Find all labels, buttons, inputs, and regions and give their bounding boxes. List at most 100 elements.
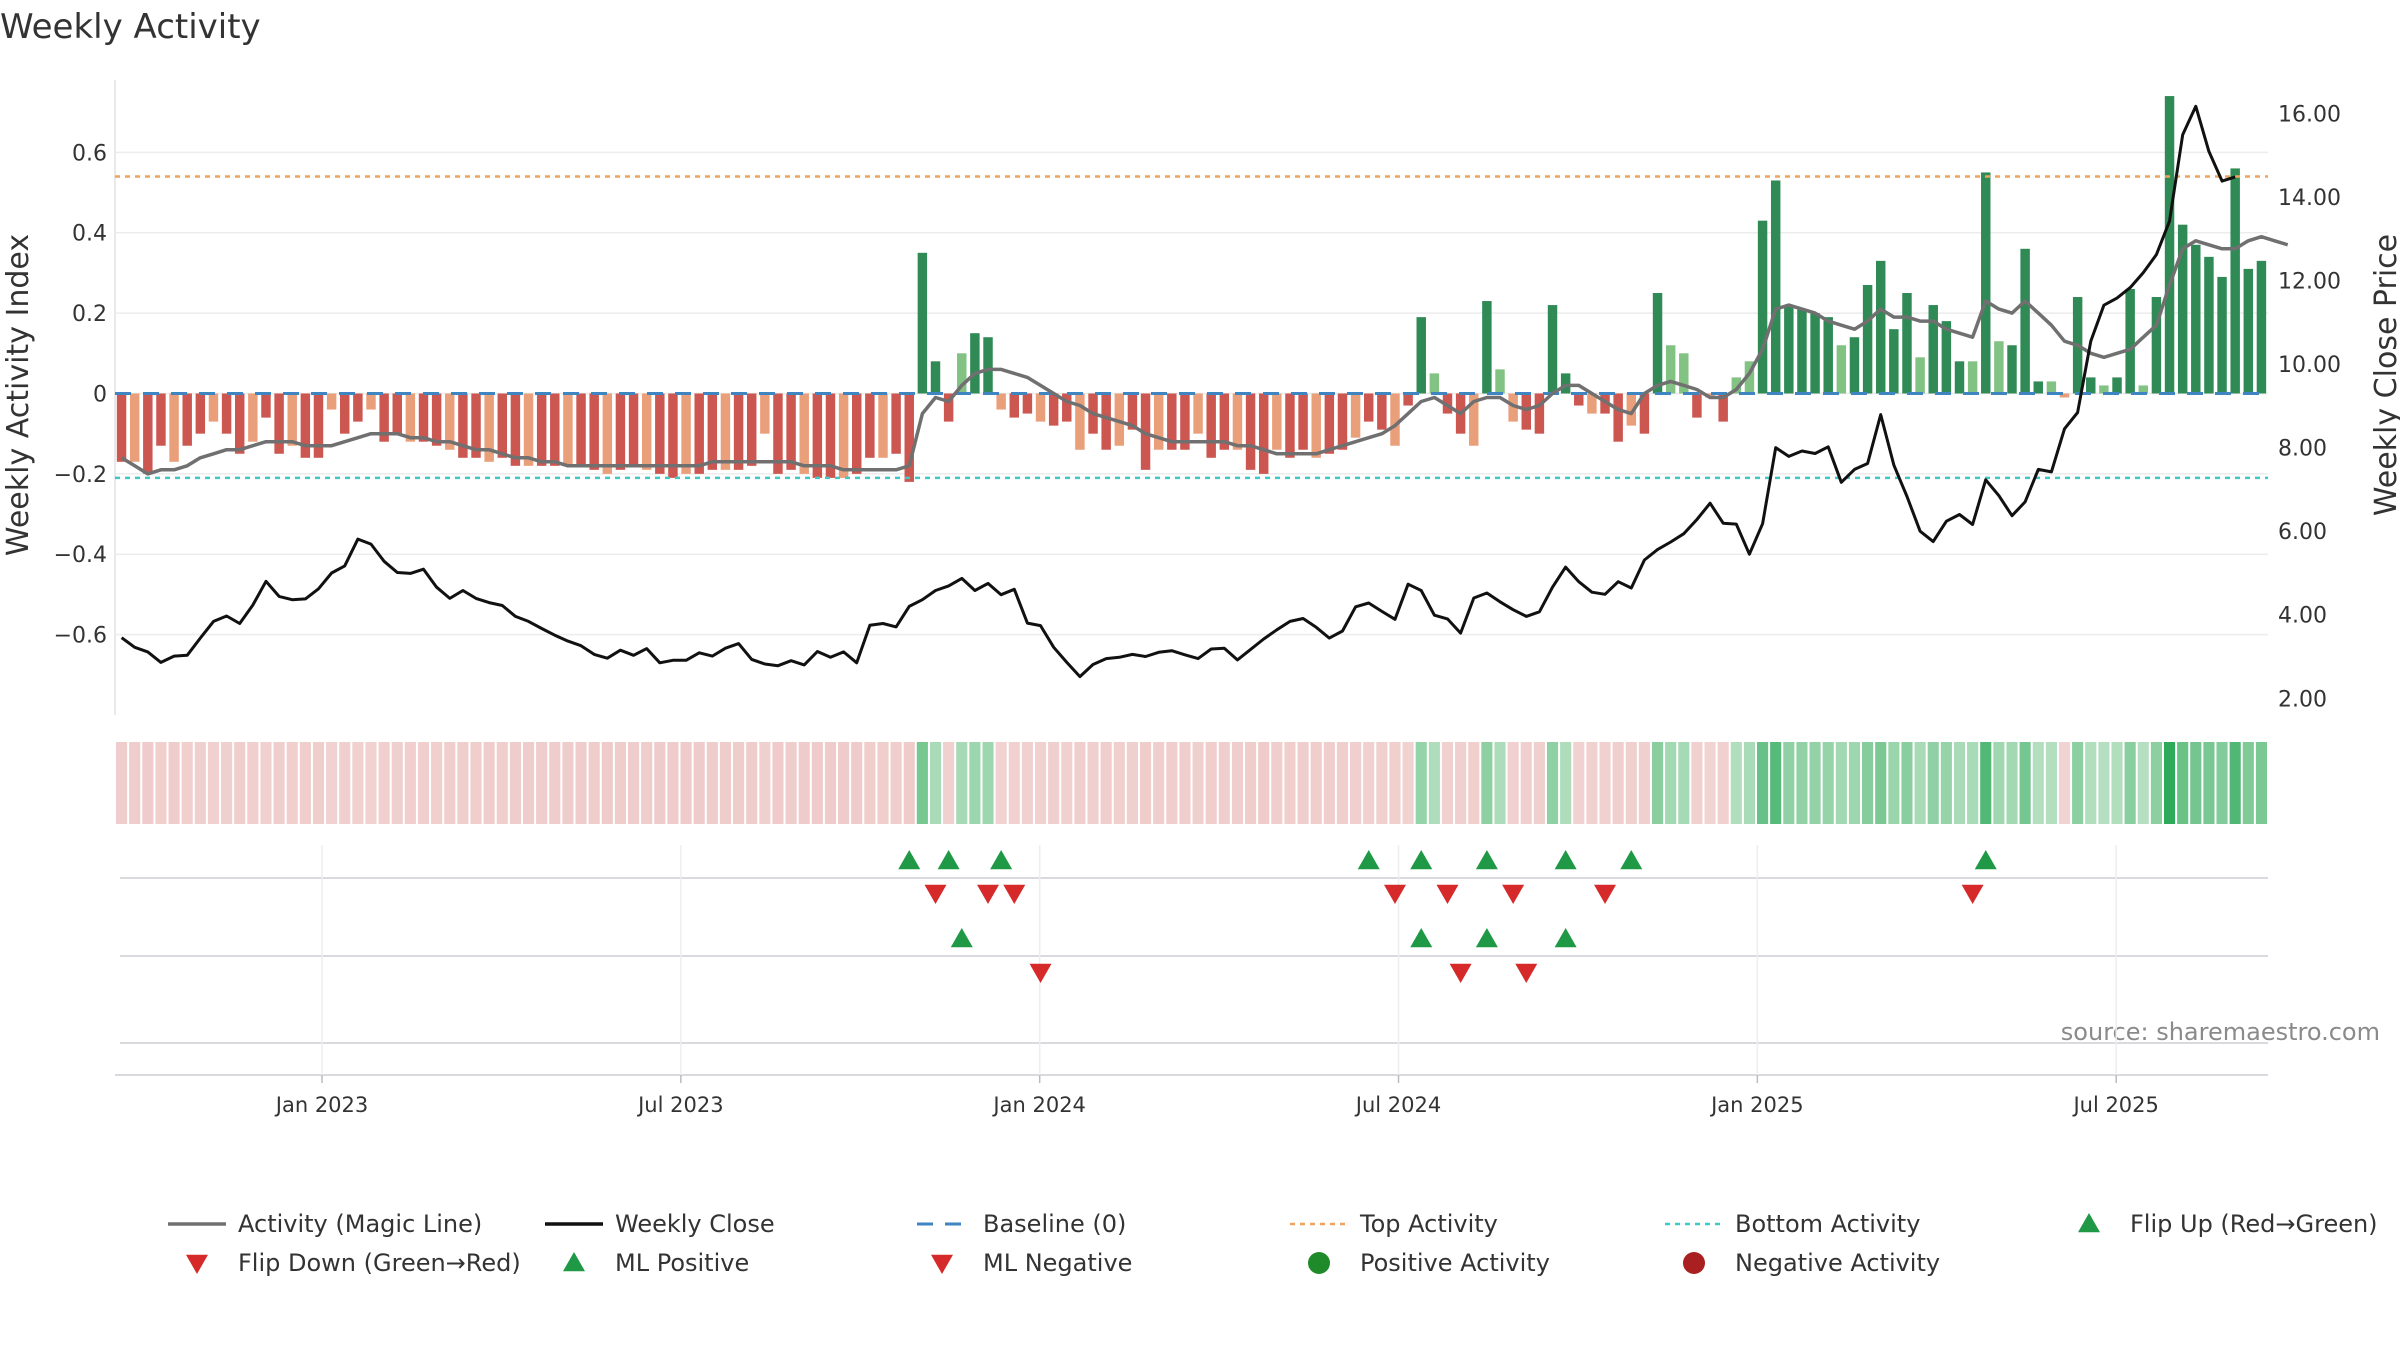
activity-heat-cell — [1573, 742, 1585, 824]
activity-bar — [655, 393, 665, 474]
activity-heat-cell — [601, 742, 613, 824]
activity-bar — [1101, 393, 1111, 450]
flip-up-marker — [898, 850, 921, 870]
activity-heat-cell — [969, 742, 981, 824]
activity-bar — [1652, 293, 1663, 394]
y-tick-label: 0.4 — [72, 222, 107, 247]
activity-bar — [641, 393, 652, 470]
date-tick-label: Jul 2023 — [636, 1093, 723, 1117]
activity-bar — [917, 252, 928, 394]
activity-heat-cell — [2177, 742, 2189, 824]
activity-bar — [1770, 180, 1781, 394]
legend-label: Weekly Close — [615, 1210, 775, 1238]
magic-line — [120, 234, 2289, 476]
legend-up-triangle-icon — [2078, 1213, 2100, 1233]
flip-down-marker — [924, 884, 947, 904]
activity-bar — [1127, 393, 1138, 430]
y2-tick-label: 6.00 — [2278, 520, 2327, 545]
activity-bar — [1981, 172, 1991, 394]
legend-label: Flip Down (Green→Red) — [238, 1249, 521, 1277]
activity-bar — [1521, 393, 1531, 430]
activity-bar — [1403, 393, 1413, 406]
activity-heat-cell — [1389, 742, 1401, 824]
activity-heat-cell — [181, 742, 193, 824]
activity-heat-cell — [509, 742, 521, 824]
activity-bar — [1692, 393, 1702, 418]
chart-title: Weekly Activity — [0, 7, 261, 47]
activity-bar — [825, 393, 836, 478]
y2-tick-label: 10.00 — [2278, 353, 2341, 378]
ml-positive-marker — [950, 928, 973, 948]
activity-heat-cell — [1323, 742, 1335, 824]
activity-heat-cell — [641, 742, 653, 824]
legend-label: ML Negative — [983, 1249, 1132, 1277]
activity-bar — [1810, 313, 1820, 394]
y-tick-label: −0.6 — [54, 624, 107, 649]
activity-bar — [1022, 393, 1033, 414]
activity-heat-cell — [1034, 742, 1047, 824]
activity-bar — [1757, 220, 1768, 394]
legend-label: Flip Up (Red→Green) — [2130, 1210, 2378, 1238]
activity-bar — [1547, 305, 1558, 394]
y2-tick-label: 2.00 — [2278, 687, 2327, 712]
activity-heat-cell — [312, 742, 325, 824]
legend-up-triangle-icon — [563, 1252, 585, 1272]
y2-tick-label: 4.00 — [2278, 604, 2327, 629]
activity-heat-cell — [2032, 742, 2044, 824]
activity-heat-cell — [1822, 742, 1834, 824]
activity-bar — [234, 393, 245, 454]
activity-heat-cell — [444, 742, 456, 824]
activity-heat-cell — [772, 742, 784, 824]
activity-heat-cell — [1809, 742, 1821, 824]
legend-item: Negative Activity — [1683, 1249, 1940, 1277]
activity-heat-cell — [1205, 742, 1217, 824]
activity-bar — [720, 393, 731, 470]
activity-heat-cell — [1402, 742, 1414, 824]
activity-heat-cell — [2229, 742, 2241, 824]
activity-heat-cell — [1743, 742, 1756, 824]
ml-negative-marker — [1449, 963, 1472, 983]
activity-bar — [340, 393, 350, 434]
activity-bar — [1075, 393, 1085, 450]
activity-heat-cell — [1953, 742, 1966, 824]
activity-bar — [2033, 381, 2043, 394]
activity-heat-cell — [733, 742, 745, 824]
activity-bar — [904, 393, 914, 482]
legend-label: Negative Activity — [1735, 1249, 1940, 1277]
activity-bar — [2086, 377, 2096, 394]
activity-bar — [1574, 393, 1584, 406]
ml-positive-marker — [1475, 928, 1498, 948]
activity-bar — [1849, 337, 1860, 394]
activity-heat-cell — [1704, 742, 1716, 824]
activity-bar — [2204, 256, 2214, 394]
activity-bar — [1390, 393, 1400, 446]
activity-bar — [1429, 373, 1440, 394]
y2-tick-label: 8.00 — [2278, 437, 2327, 462]
activity-heat-cell — [339, 742, 351, 824]
activity-bar — [1941, 321, 1952, 394]
activity-bar — [484, 393, 494, 462]
activity-heat-cell — [260, 742, 272, 824]
y-tick-label: 0.2 — [72, 302, 107, 327]
activity-bar — [1114, 393, 1125, 446]
legend-item: Flip Up (Red→Green) — [2078, 1210, 2378, 1238]
activity-heat-cell — [155, 742, 167, 824]
activity-bar — [2217, 276, 2227, 394]
activity-bar — [1784, 305, 1794, 394]
activity-heat-cell — [706, 742, 718, 824]
activity-bar — [1679, 353, 1689, 394]
activity-bar — [1153, 393, 1164, 450]
activity-heat-cell — [1153, 742, 1165, 824]
activity-heat-cell — [2111, 742, 2123, 824]
activity-heat-cell — [1940, 742, 1952, 824]
activity-heat-cell — [916, 742, 928, 824]
activity-heat-cell — [824, 742, 837, 824]
activity-heat-cell — [549, 742, 561, 824]
date-tick-label: Jan 2023 — [274, 1093, 369, 1117]
legend-item: Activity (Magic Line) — [168, 1210, 482, 1238]
activity-heat-cell — [1967, 742, 1979, 824]
activity-bar — [353, 393, 363, 422]
activity-bar — [983, 337, 993, 394]
